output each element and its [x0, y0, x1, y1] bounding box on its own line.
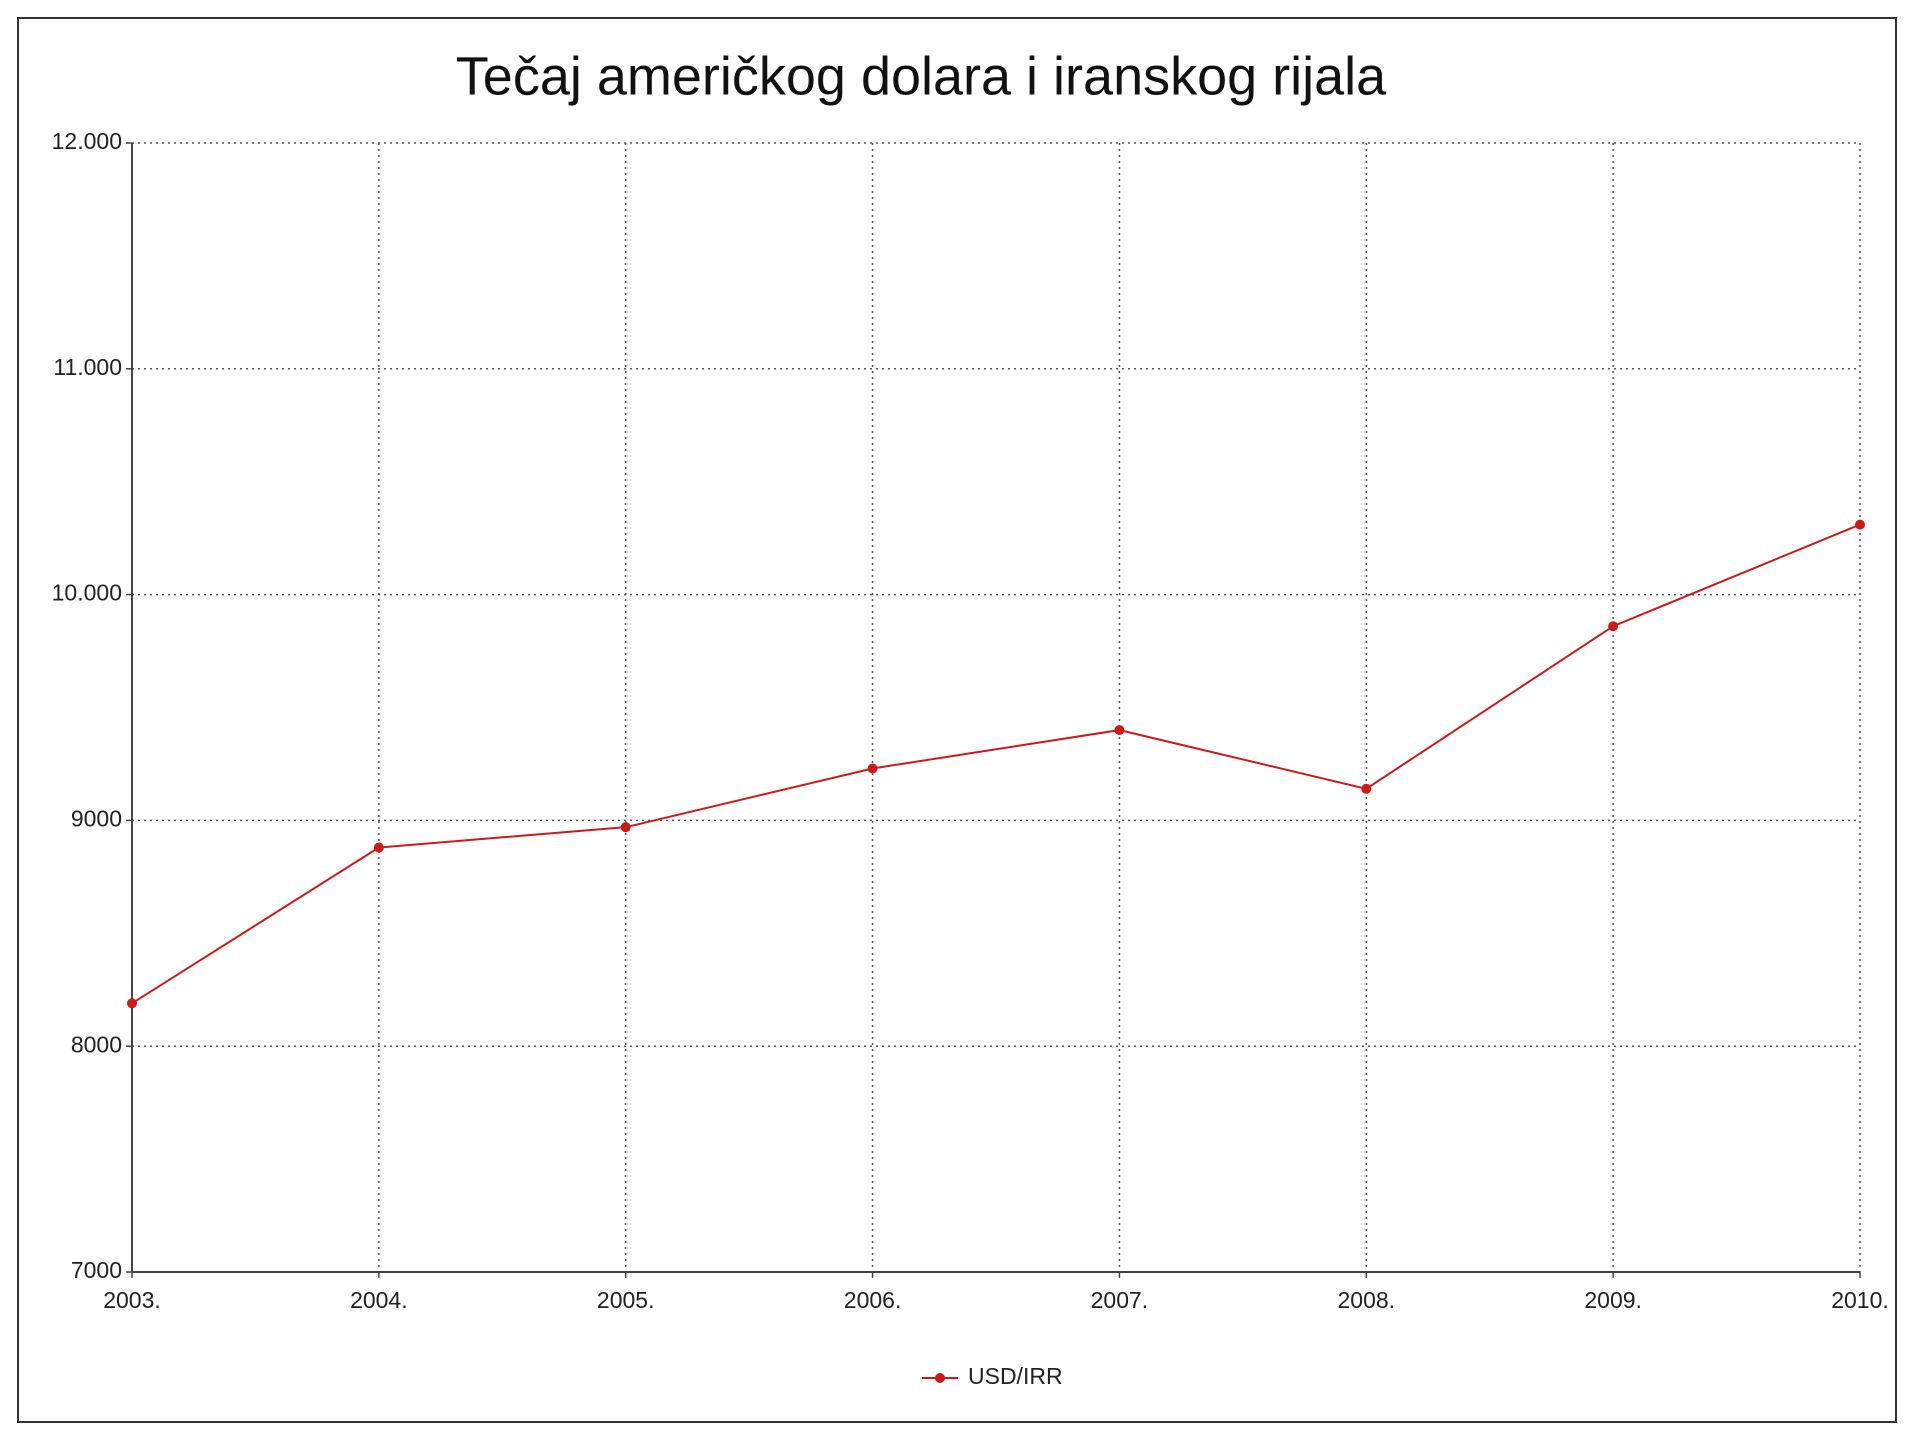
point [867, 763, 878, 774]
point [1855, 519, 1865, 530]
y-tick-label: 10.000 [52, 580, 122, 606]
y-tick-label: 12.000 [52, 128, 122, 154]
x-tick-label: 2004. [350, 1287, 408, 1313]
y-tick-label: 7000 [71, 1257, 122, 1283]
x-tick-label: 2009. [1584, 1287, 1642, 1313]
point [1608, 621, 1619, 632]
legend-marker [935, 1373, 945, 1383]
chart-title: Tečaj američkog dolara i iranskog rijala [456, 46, 1387, 106]
x-tick-label: 2003. [103, 1287, 161, 1313]
legend-label: USD/IRR [968, 1363, 1063, 1389]
x-tick-label: 2008. [1338, 1287, 1396, 1313]
x-tick-label: 2006. [844, 1287, 902, 1313]
y-tick-label: 11.000 [53, 354, 122, 380]
point [373, 842, 384, 853]
point [620, 822, 631, 833]
point [1361, 783, 1372, 794]
point [127, 998, 137, 1009]
line [131, 523, 1861, 1005]
chart-frame [17, 17, 1897, 1423]
point [1114, 725, 1125, 736]
x-tick-label: 2005. [597, 1287, 655, 1313]
x-tick-label: 2010. [1831, 1287, 1889, 1313]
x-tick-label: 2007. [1091, 1287, 1149, 1313]
y-tick-label: 8000 [71, 1031, 122, 1057]
y-tick-label: 9000 [71, 805, 122, 831]
